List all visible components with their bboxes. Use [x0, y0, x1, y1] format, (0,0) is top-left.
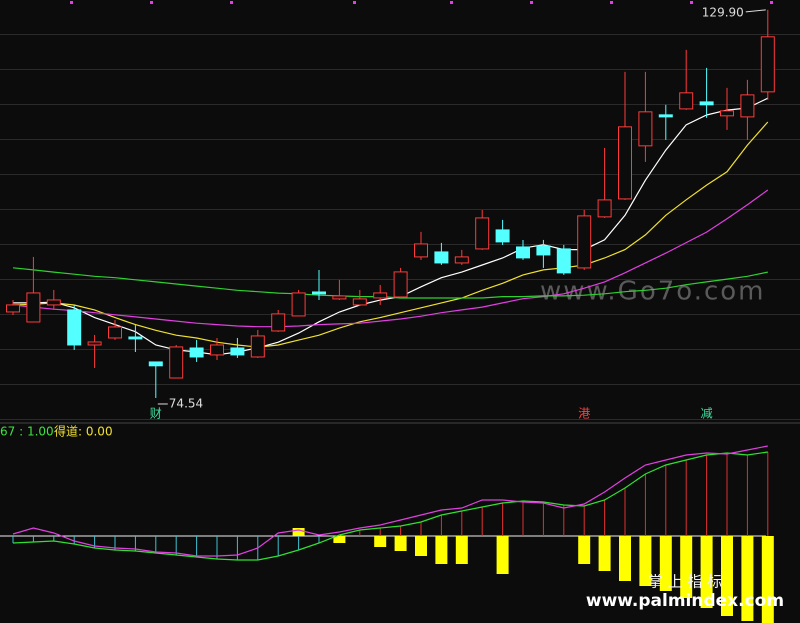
candle-body	[679, 92, 694, 110]
ma-line	[12, 121, 769, 348]
candle-body	[434, 251, 449, 264]
bar	[333, 536, 346, 543]
candle-body	[495, 229, 510, 243]
candle-body	[618, 126, 632, 200]
candle-body	[658, 114, 673, 118]
candle-body	[128, 336, 143, 340]
indicator-line	[12, 451, 768, 561]
candle-body	[108, 326, 122, 339]
candle-body	[250, 335, 265, 358]
indicator-line	[12, 445, 768, 557]
candle-body	[414, 243, 428, 258]
bar	[455, 536, 468, 564]
bar	[639, 536, 652, 586]
candle-body	[475, 217, 490, 250]
bar	[578, 536, 591, 564]
bar	[292, 528, 305, 536]
candle-body	[169, 346, 184, 379]
bar	[598, 536, 611, 571]
candle-body	[373, 292, 388, 299]
candle-body	[230, 347, 245, 356]
candle-body	[638, 111, 653, 147]
event-label: 财	[150, 407, 162, 421]
candle-body	[87, 341, 102, 346]
candle-body	[454, 256, 469, 264]
candle-body	[536, 245, 551, 256]
event-label: 港	[578, 407, 590, 421]
event-label: 减	[701, 407, 713, 421]
bar	[659, 536, 672, 591]
candle-body	[271, 313, 286, 332]
bar	[680, 536, 693, 598]
candle-body	[189, 347, 204, 358]
ma-line	[13, 97, 769, 356]
candle-body	[720, 110, 734, 117]
candle-body	[332, 295, 347, 300]
bar	[415, 536, 427, 556]
candle-body	[352, 298, 367, 306]
bar	[700, 536, 713, 608]
annotation: 129.90	[702, 5, 744, 19]
watermark: www.palmindex.com	[586, 591, 784, 611]
candle-body	[699, 101, 714, 106]
candle-body	[6, 304, 20, 313]
candle-body	[393, 271, 408, 298]
legend-entry: 67 : 1.00	[0, 425, 54, 439]
bar	[435, 536, 448, 564]
candle-body	[516, 246, 530, 259]
candle-body	[577, 215, 592, 269]
candle-body	[46, 299, 61, 306]
legend-entry: 得道: 0.00	[54, 424, 113, 439]
annotation-arrow	[745, 9, 766, 13]
watermark: 掌 上 指 标	[648, 573, 722, 591]
bar	[619, 536, 631, 581]
bar	[721, 536, 733, 616]
candle-body	[148, 361, 163, 367]
watermark: www.Go7o.com	[540, 277, 766, 307]
candle-body	[210, 344, 224, 356]
candle-body	[740, 94, 755, 118]
ma-line	[12, 267, 768, 299]
bar	[741, 536, 754, 621]
bar	[496, 536, 509, 574]
bar	[761, 536, 774, 623]
candle-body	[291, 292, 306, 317]
bar	[394, 536, 407, 551]
ma-line	[12, 189, 769, 328]
candle-body	[312, 291, 326, 295]
candle-body	[26, 292, 41, 323]
candle-body	[760, 36, 775, 93]
candle-body	[67, 309, 82, 346]
candle-body	[556, 248, 571, 274]
candle-body	[597, 199, 612, 218]
bar	[374, 536, 387, 547]
annotation: 74.54	[169, 396, 203, 410]
top-dots	[70, 1, 773, 4]
